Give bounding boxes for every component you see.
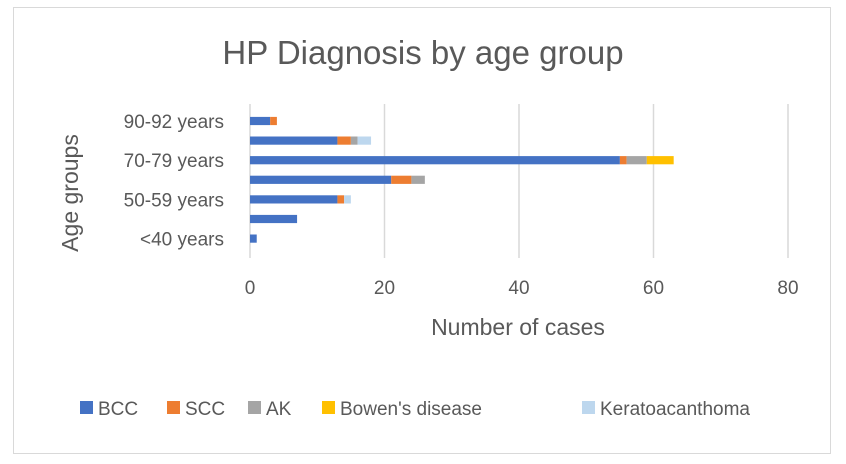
bar-bowen-s-disease-4 [646,156,674,165]
bar-scc-6 [270,116,277,126]
x-axis-title: Number of cases [431,314,605,340]
legend-swatch-bowen-s-disease [322,401,335,414]
legend-swatch-keratoacanthoma [582,401,595,414]
stacked-bar-chart: HP Diagnosis by age group <40 years 50-59… [57,34,799,420]
bar-bcc-3 [250,175,392,184]
chart-area: HP Diagnosis by age group <40 years 50-59… [13,7,831,454]
legend-label-scc: SCC [185,399,225,420]
x-tick-label-20: 20 [374,278,395,299]
bars [250,116,674,243]
legend-label-ak: AK [266,399,292,420]
bar-bcc-0 [250,234,257,243]
x-tick-label-60: 60 [643,278,664,299]
bar-scc-4 [619,156,627,165]
x-tick-label-40: 40 [508,278,529,299]
bar-bcc-6 [250,116,271,126]
bar-bcc-2 [250,195,338,204]
y-tick-label-2: 50-59 years [124,190,224,211]
bar-keratoacanthoma-5 [357,136,372,145]
legend-label-keratoacanthoma: Keratoacanthoma [600,399,750,420]
bar-scc-5 [337,136,351,145]
legend-label-bcc: BCC [98,399,138,420]
y-axis-ticks: <40 years 50-59 years 70-79 years 90-92 yea… [124,112,224,251]
bar-scc-3 [391,175,412,184]
bar-ak-5 [350,136,358,145]
y-tick-label-4: 70-79 years [124,151,224,172]
y-tick-label-0: <40 years [140,230,224,251]
x-axis-ticks: 0 20 40 60 80 [245,278,799,299]
y-axis-title: Age groups [57,134,83,252]
bar-scc-2 [337,195,345,204]
legend: BCC SCC AK Bowen's disease Keratoacanthoma [80,399,750,420]
legend-swatch-ak [248,401,261,414]
bar-ak-3 [411,175,425,184]
x-tick-label-0: 0 [245,278,256,299]
x-tick-label-80: 80 [777,278,798,299]
bar-ak-4 [626,156,647,165]
bar-bcc-4 [250,156,620,165]
bar-bcc-1 [250,214,298,224]
legend-swatch-scc [167,401,180,414]
chart-title: HP Diagnosis by age group [222,34,623,71]
legend-label-bowen-s-disease: Bowen's disease [340,399,482,420]
bar-keratoacanthoma-2 [344,195,351,204]
legend-swatch-bcc [80,401,93,414]
y-tick-label-6: 90-92 years [124,112,224,133]
bar-bcc-5 [250,136,338,145]
